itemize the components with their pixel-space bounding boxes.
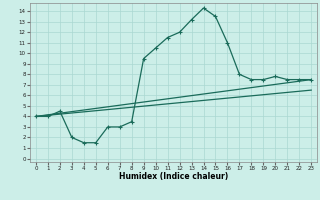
X-axis label: Humidex (Indice chaleur): Humidex (Indice chaleur) [119, 172, 228, 181]
